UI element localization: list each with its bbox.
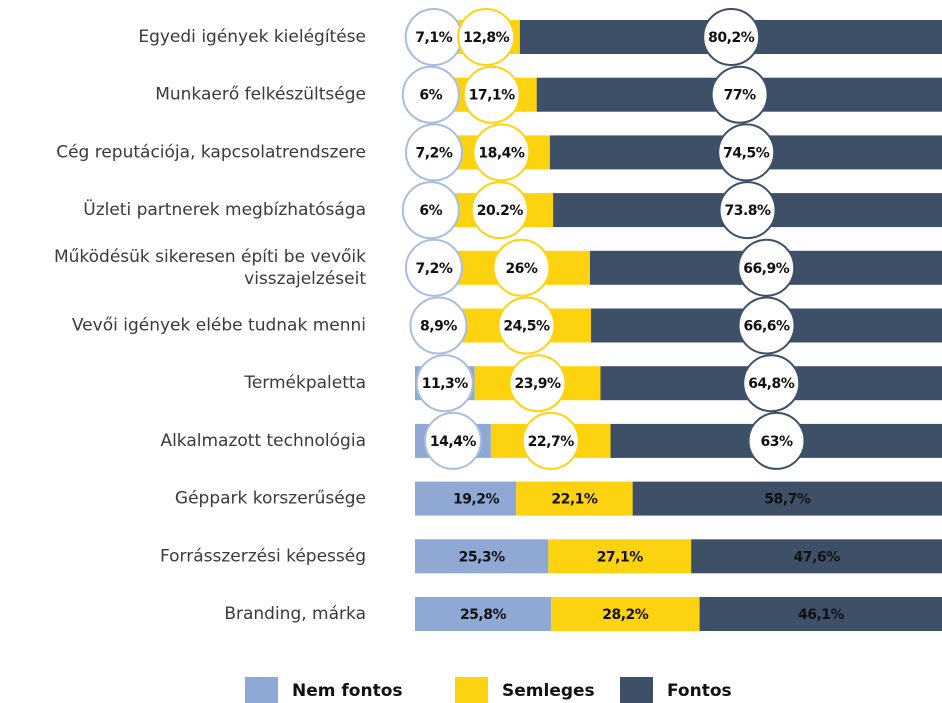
label-badge (401, 65, 460, 124)
label-badge (404, 238, 463, 297)
label-badge (497, 296, 556, 355)
bar-segment (632, 481, 942, 516)
label-badge (737, 296, 796, 355)
value-label: 17,1% (469, 88, 516, 104)
label-badge (737, 238, 796, 297)
label-badge (457, 8, 516, 66)
value-label: 25,8% (460, 607, 507, 623)
value-label: 74,5% (723, 145, 770, 161)
value-label: 73.8% (724, 203, 771, 219)
value-label: 7,2% (416, 261, 453, 277)
legend-label: Semleges (502, 681, 595, 701)
category-label: Egyedi igények kielégítése (138, 27, 366, 47)
value-label: 47,6% (794, 549, 841, 565)
category-label: Munkaerő felkészültsége (155, 85, 366, 105)
value-label: 7,1% (415, 30, 452, 46)
value-label: 20.2% (477, 203, 524, 219)
label-badge (718, 181, 777, 240)
label-badge (508, 354, 567, 413)
value-label: 8,9% (420, 319, 457, 335)
legend-label: Fontos (667, 681, 732, 701)
label-badge (702, 8, 761, 66)
value-label: 27,1% (597, 549, 644, 565)
bar-segment (415, 539, 549, 574)
label-badge (742, 354, 801, 413)
value-label: 25,3% (459, 549, 506, 565)
label-badge (472, 123, 531, 182)
bar-segment (548, 539, 692, 574)
value-label: 66,9% (743, 261, 790, 277)
legend-swatch (620, 677, 653, 703)
value-label: 22,1% (551, 492, 598, 508)
category-label: Branding, márka (224, 604, 366, 624)
bar-segment (415, 481, 517, 516)
category-label: Vevői igények elébe tudnak menni (72, 316, 366, 336)
label-badge (409, 296, 468, 355)
category-label: Működésük sikeresen építi be vevőik vissz… (54, 247, 366, 289)
category-label: Cég reputációja, kapcsolatrendszere (56, 142, 366, 162)
category-label: Géppark korszerűsége (175, 489, 366, 509)
value-label: 6% (419, 88, 442, 104)
value-label: 12,8% (463, 30, 510, 46)
label-badge (521, 411, 580, 470)
value-label: 14,4% (430, 434, 477, 450)
value-label: 46,1% (798, 607, 845, 623)
legend-swatch (245, 677, 278, 703)
bar-segment (699, 597, 942, 631)
value-label: 19,2% (453, 492, 500, 508)
label-badge (747, 411, 806, 470)
label-badge (462, 65, 521, 124)
label-badge (710, 65, 769, 124)
value-label: 66,6% (743, 319, 790, 335)
value-label: 80,2% (708, 30, 755, 46)
label-badge (423, 411, 482, 470)
label-badge (492, 238, 551, 297)
value-label: 23,9% (514, 376, 561, 392)
value-label: 63% (761, 434, 793, 450)
category-label: Forrásszerzési képesség (160, 546, 366, 566)
bar-segment (550, 597, 700, 631)
category-label: Üzleti partnerek megbízhatósága (83, 198, 366, 220)
value-label: 64,8% (748, 376, 795, 392)
value-label: 18,4% (478, 145, 525, 161)
value-label: 58,7% (764, 492, 811, 508)
value-label: 24,5% (503, 319, 550, 335)
legend-swatch (455, 677, 488, 703)
value-label: 77% (724, 88, 756, 104)
category-label: Alkalmazott technológia (160, 431, 366, 451)
bar-segment (516, 481, 633, 516)
value-label: 11,3% (422, 376, 469, 392)
value-label: 28,2% (602, 607, 649, 623)
bar-segment (415, 597, 551, 631)
label-badge (415, 354, 474, 413)
label-badge (717, 123, 776, 182)
category-label: Termékpaletta (243, 373, 366, 393)
value-label: 26% (505, 261, 537, 277)
value-label: 22,7% (528, 434, 575, 450)
value-label: 7,2% (416, 145, 453, 161)
value-label: 6% (419, 203, 442, 219)
bar-segment (691, 539, 942, 574)
legend-label: Nem fontos (292, 681, 403, 701)
label-badge (401, 181, 460, 240)
label-badge (404, 123, 463, 182)
label-badge (470, 181, 529, 240)
